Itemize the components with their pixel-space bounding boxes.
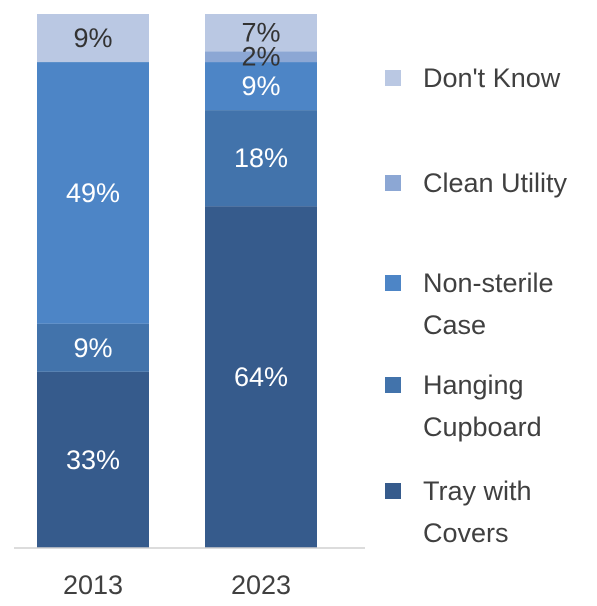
legend-swatch-don-t-know <box>385 70 401 86</box>
data-label-don-t-know-2013: 9% <box>73 23 112 53</box>
data-label-hanging-cupboard-2023: 18% <box>234 143 288 173</box>
legend: Don't Know Clean Utility Non-sterile Case Ha… <box>385 63 568 548</box>
legend-swatch-tray-with-covers <box>385 483 401 499</box>
legend-label-hanging-cupboard: Hanging <box>423 370 524 400</box>
legend-label-non-sterile-case: Non-sterile <box>423 268 554 298</box>
bar-segment-don-t-know-2023 <box>205 14 317 52</box>
bar-segment-hanging-cupboard-2023 <box>205 110 317 207</box>
legend-swatch-hanging-cupboard <box>385 377 401 393</box>
data-label-tray-with-covers-2013: 33% <box>66 445 120 475</box>
legend-label-hanging-cupboard: Cupboard <box>423 412 542 442</box>
x-tick-label-2023: 2023 <box>231 570 291 600</box>
bar-segment-non-sterile-case-2023 <box>205 62 317 111</box>
bar-segment-clean-utility-2023 <box>205 51 317 63</box>
data-label-tray-with-covers-2023: 64% <box>234 362 288 392</box>
legend-swatch-non-sterile-case <box>385 275 401 291</box>
data-label-non-sterile-case-2013: 49% <box>66 178 120 208</box>
legend-label-don-t-know: Don't Know <box>423 63 561 93</box>
data-label-clean-utility-2023: 2% <box>241 42 280 72</box>
bar-segment-non-sterile-case-2013 <box>37 62 149 324</box>
x-tick-label-2013: 2013 <box>63 570 123 600</box>
legend-label-clean-utility: Clean Utility <box>423 168 568 198</box>
legend-swatch-clean-utility <box>385 175 401 191</box>
data-label-hanging-cupboard-2013: 9% <box>73 333 112 363</box>
category-labels: 2013 2023 <box>63 570 291 600</box>
legend-label-tray-with-covers: Covers <box>423 518 509 548</box>
bar-segment-tray-with-covers-2023 <box>205 206 317 549</box>
bar-segment-hanging-cupboard-2013 <box>37 323 149 372</box>
bars-group: 33%9%49%9%64%18%9%2%7% <box>37 14 317 549</box>
bar-segment-tray-with-covers-2013 <box>37 371 149 548</box>
legend-label-tray-with-covers: Tray with <box>423 476 532 506</box>
legend-label-non-sterile-case: Case <box>423 310 486 340</box>
bar-segment-don-t-know-2013 <box>37 14 149 63</box>
data-label-don-t-know-2023: 7% <box>241 18 280 48</box>
data-label-non-sterile-case-2023: 9% <box>241 71 280 101</box>
